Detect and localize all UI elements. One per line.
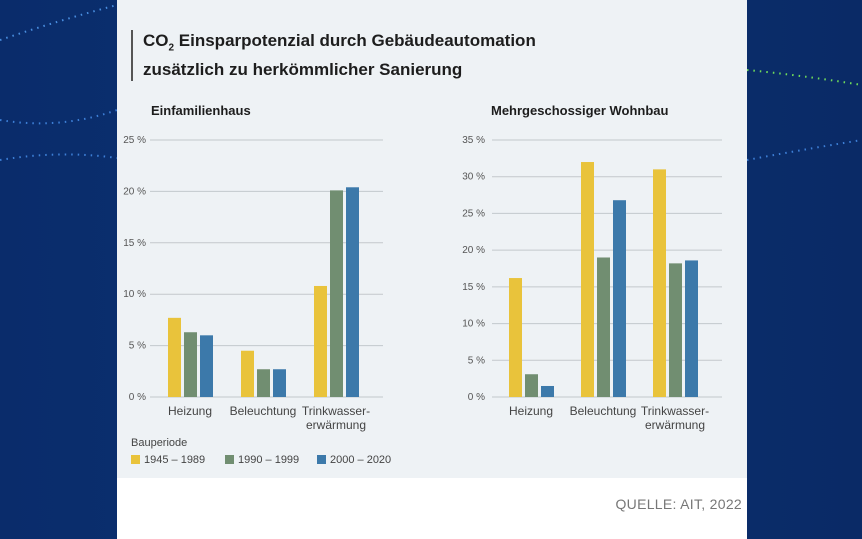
bar-1990-1999: [669, 263, 682, 397]
bar-1945-1989: [168, 317, 181, 397]
y-tick-label: 25 %: [123, 135, 146, 146]
chart-title-einfamilienhaus: Einfamilienhaus: [151, 103, 251, 118]
legend-item: 1990 – 1999: [225, 454, 299, 466]
x-category-label: Trinkwasser-: [302, 404, 370, 418]
x-category-label: erwärmung: [306, 418, 366, 432]
infographic-card: CO2 Einsparpotenzial durch Gebäudeautoma…: [117, 0, 747, 539]
x-category-label: Heizung: [509, 404, 553, 418]
y-tick-label: 20 %: [123, 186, 146, 197]
source-note: QUELLE: AIT, 2022: [615, 496, 742, 512]
legend-item: 1945 – 1989: [131, 454, 205, 466]
legend-label: 1945 – 1989: [144, 454, 206, 466]
bar-2000-2020: [346, 187, 359, 397]
bar-2000-2020: [613, 200, 626, 397]
bar-1945-1989: [241, 350, 254, 397]
bar-1990-1999: [257, 369, 270, 397]
chart-title-wohnbau: Mehrgeschossiger Wohnbau: [491, 103, 669, 118]
y-tick-label: 15 %: [462, 282, 485, 293]
title-co: CO: [143, 31, 169, 50]
title-subscript: 2: [168, 42, 175, 54]
x-category-label: erwärmung: [645, 418, 705, 432]
x-category-label: Beleuchtung: [570, 404, 637, 418]
x-category-label: Trinkwasser-: [641, 404, 709, 418]
y-tick-label: 30 %: [462, 172, 485, 183]
bar-1945-1989: [581, 162, 594, 397]
legend-swatch: [131, 455, 140, 464]
y-tick-label: 0 %: [468, 392, 485, 403]
y-tick-label: 20 %: [462, 245, 485, 256]
bar-2000-2020: [273, 369, 286, 397]
chart-panel: [117, 0, 747, 478]
bar-2000-2020: [200, 335, 213, 397]
bar-1990-1999: [184, 332, 197, 397]
legend-title: Bauperiode: [131, 437, 188, 449]
title-line2: zusätzlich zu herkömmlicher Sanierung: [143, 60, 463, 80]
y-tick-label: 15 %: [123, 238, 146, 249]
legend-label: 1990 – 1999: [238, 454, 300, 466]
bar-1990-1999: [597, 257, 610, 397]
bar-1945-1989: [314, 285, 327, 397]
legend-item: 2000 – 2020: [317, 454, 391, 466]
legend-swatch: [225, 455, 234, 464]
bar-1945-1989: [509, 278, 522, 397]
bar-1990-1999: [330, 190, 343, 397]
x-category-label: Beleuchtung: [230, 404, 297, 418]
bar-1945-1989: [653, 169, 666, 397]
charts-svg: 0 % 5 % 10 % 15 % 20 % 25 % Heizung Beleuchtung…: [123, 135, 722, 432]
y-tick-label: 35 %: [462, 135, 485, 146]
x-category-label: Heizung: [168, 404, 212, 418]
y-tick-label: 0 %: [129, 392, 146, 403]
page-title: CO2 Einsparpotenzial durch Gebäudeautoma…: [131, 30, 536, 82]
y-tick-label: 10 %: [123, 289, 146, 300]
title-line1: Einsparpotenzial durch Gebäudeautomation: [174, 31, 536, 50]
bar-2000-2020: [541, 385, 554, 397]
bar-1990-1999: [525, 374, 538, 397]
y-tick-label: 10 %: [462, 319, 485, 330]
bar-2000-2020: [685, 260, 698, 397]
y-tick-label: 25 %: [462, 208, 485, 219]
legend-swatch: [317, 455, 326, 464]
legend-label: 2000 – 2020: [330, 454, 392, 466]
legend: Bauperiode 1945 – 1989 1990 – 1999 2000 – …: [131, 437, 391, 466]
y-tick-label: 5 %: [129, 341, 146, 352]
y-tick-label: 5 %: [468, 355, 485, 366]
